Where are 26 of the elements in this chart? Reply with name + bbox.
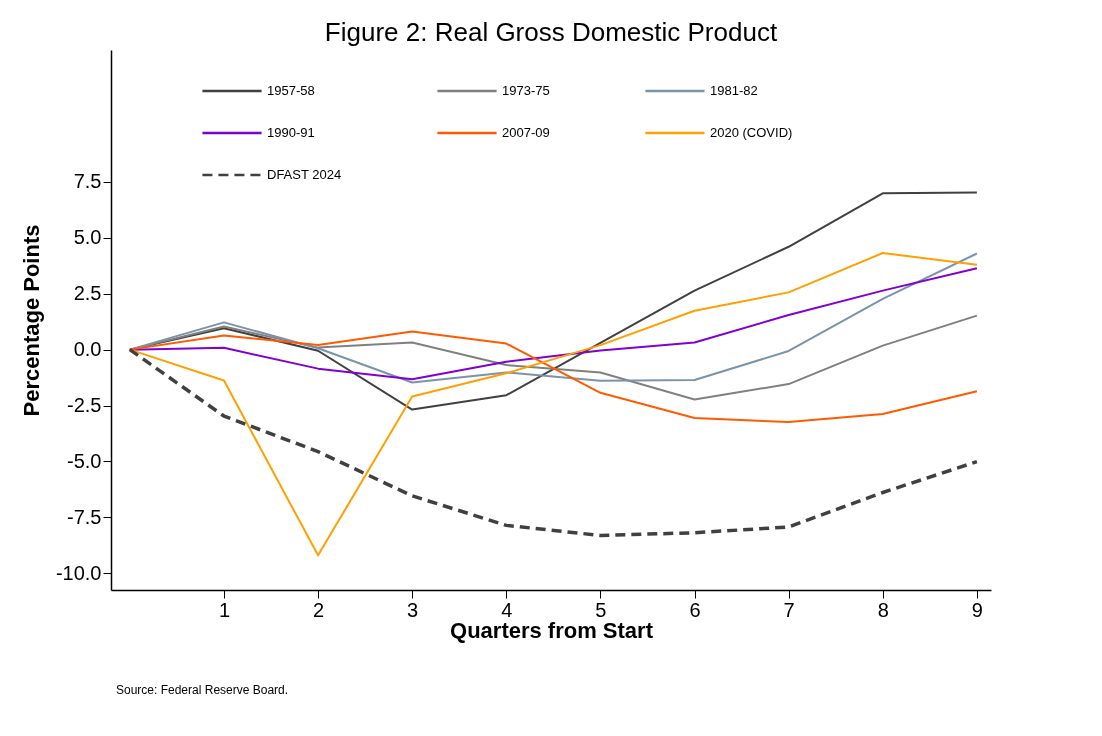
- x-tick-label: 2: [313, 598, 325, 621]
- y-tick-label: -5.0: [67, 449, 102, 472]
- legend-label: 2007-09: [502, 125, 550, 140]
- legend-label: DFAST 2024: [267, 167, 342, 182]
- x-tick-label: 7: [783, 598, 795, 621]
- y-tick-label: 2.5: [73, 282, 102, 305]
- x-tick-label: 1: [218, 598, 230, 621]
- legend-label: 1990-91: [267, 125, 315, 140]
- legend-label: 2020 (COVID): [710, 125, 793, 140]
- x-tick-label: 8: [877, 598, 889, 621]
- y-tick-label: 0.0: [73, 338, 102, 361]
- line-series: [128, 330, 978, 424]
- source-note: Source: Federal Reserve Board.: [116, 683, 289, 697]
- y-tick-label: -7.5: [67, 505, 102, 528]
- x-tick-label: 3: [407, 598, 419, 621]
- legend-label: 1957-58: [267, 83, 315, 98]
- y-axis-title: Percentage Points: [18, 224, 44, 417]
- legend-label: 1981-82: [710, 83, 758, 98]
- y-tick-label: 7.5: [73, 170, 102, 193]
- x-tick-label: 9: [971, 598, 983, 621]
- y-tick-label: 5.0: [73, 226, 102, 249]
- y-tick-label: -2.5: [67, 394, 102, 417]
- chart-title: Figure 2: Real Gross Domestic Product: [324, 17, 778, 47]
- legend-label: 1973-75: [502, 83, 550, 98]
- y-tick-label: -10.0: [55, 561, 102, 584]
- x-tick-label: 6: [689, 598, 701, 621]
